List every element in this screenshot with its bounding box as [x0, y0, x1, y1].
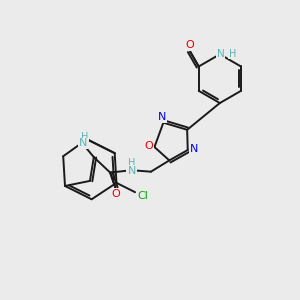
Text: N: N	[158, 112, 166, 122]
Text: H: H	[81, 132, 88, 142]
Text: H: H	[128, 158, 136, 168]
Text: Cl: Cl	[137, 191, 148, 201]
Text: H: H	[229, 49, 236, 59]
Text: N: N	[79, 139, 88, 148]
Text: N: N	[128, 166, 136, 176]
Text: O: O	[185, 40, 194, 50]
Text: N: N	[217, 49, 224, 59]
Text: N: N	[190, 144, 199, 154]
Text: O: O	[112, 189, 121, 199]
Text: O: O	[144, 141, 153, 152]
